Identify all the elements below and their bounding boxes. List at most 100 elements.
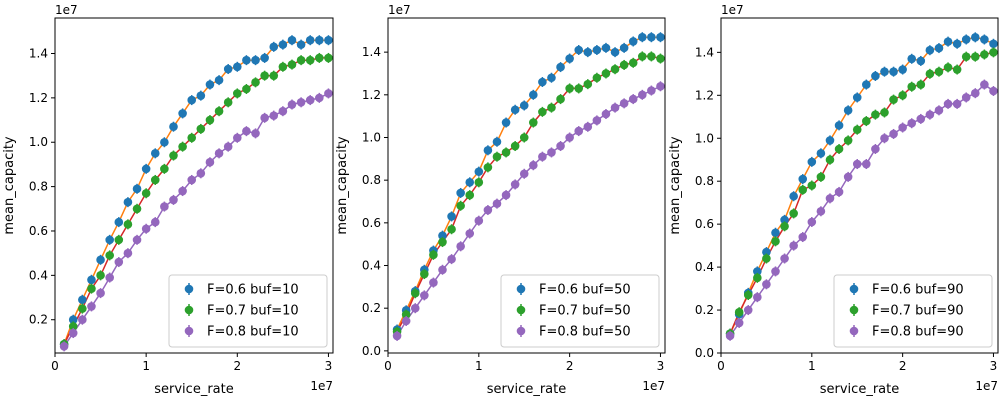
chart-2-series-2-point [492, 152, 502, 161]
chart-2-series-3-point [637, 90, 647, 100]
chart-3-series-2-point [743, 290, 753, 300]
chart-1-y-exponent-label: 1e7 [55, 3, 78, 17]
chart-3-ytick-label: 0.8 [695, 174, 714, 188]
chart-3-series-3-point [961, 93, 971, 102]
chart-2-series-3-point [619, 99, 629, 108]
chart-2-x-exponent-label: 1e7 [642, 379, 665, 393]
chart-1-xtick-label: 1 [142, 359, 150, 373]
chart-3-y-axis-label: mean_capacity [668, 136, 683, 235]
chart-3-legend: F=0.6 buf=90 F=0.7 buf=90 F=0.8 buf=90 [833, 274, 993, 348]
chart-2-series-1-point [456, 188, 465, 198]
chart-3-series-1-point [880, 67, 889, 76]
chart-3-series-2-point [753, 273, 762, 283]
chart-3-series-3-point [762, 279, 771, 289]
chart-3-series-3-point [989, 86, 998, 96]
chart-2-series-2-point [420, 269, 429, 279]
chart-2-ytick-label: 0.4 [362, 259, 381, 273]
chart-3-series-2-point [880, 108, 889, 117]
chart-3-series-3-point [798, 232, 808, 242]
chart-2-series-2-point [538, 107, 547, 117]
chart-1-series-2-point [114, 235, 124, 245]
chart-1-legend: F=0.6 buf=10 F=0.7 buf=10 F=0.8 buf=10 [168, 274, 328, 348]
chart-3-series-3-point [916, 114, 926, 124]
chart-3-x-axis-label: service_rate [820, 382, 899, 397]
chart-1-series-2-point [105, 251, 114, 260]
chart-2-series-3-point [510, 180, 520, 189]
chart-2-series-3-point [529, 160, 538, 170]
chart-2-series-3-point [420, 291, 429, 300]
chart-3-series-3-point [907, 118, 917, 128]
chart-3-series-1-point [807, 157, 817, 167]
chart-2-series-3-point [538, 152, 547, 161]
chart-1-series-2-point [178, 142, 187, 151]
chart-1-series-2-point [214, 106, 224, 116]
chart-3-series-1-point [816, 148, 826, 158]
chart-3-series-1-point [871, 71, 880, 81]
chart-3-series-3-point [725, 331, 735, 341]
chart-3-series-2-point [862, 116, 871, 126]
chart-2-xtick-label: 0 [384, 359, 392, 373]
chart-3-series-3-point [889, 129, 898, 139]
chart-1-series-1-point [305, 35, 315, 45]
chart-2-series-1-point [556, 62, 565, 72]
chart-1-xtick-label: 2 [233, 359, 241, 373]
chart-3-series-2-point [871, 110, 880, 119]
chart-2-series-3-point [465, 229, 475, 238]
chart-1-ytick-label: 1.4 [29, 46, 48, 60]
chart-1-series-3-point [232, 133, 242, 143]
chart-2-series-3-point [501, 190, 511, 200]
chart-3-series-2-point [889, 95, 898, 104]
chart-1-series-1-point [68, 315, 78, 325]
chart-1-series-2-point [278, 62, 288, 72]
chart-3-legend-box [833, 274, 993, 348]
chart-3-series-1-point [789, 191, 798, 201]
chart-3-series-3-point [880, 133, 889, 143]
chart-3-series-2-point [970, 52, 980, 61]
chart-2-series-1-point [447, 212, 456, 221]
chart-2-series-1-point [492, 137, 502, 147]
chart-1-ytick-label: 0.4 [29, 268, 48, 282]
chart-2-axes-frame [387, 17, 666, 354]
chart-2-series-1-point [610, 47, 620, 57]
chart-3-series-1-point [762, 247, 771, 257]
chart-1-legend-label: F=0.6 buf=10 [207, 283, 299, 298]
chart-3-series-2-point [807, 181, 817, 190]
chart-3-series-1-point [970, 33, 980, 42]
chart-3-xtick-label: 1 [808, 359, 816, 373]
chart-2-ytick-label: 0.0 [362, 344, 381, 358]
chart-1-series-3-point [269, 111, 279, 120]
chart-3-series-2-point [762, 254, 771, 263]
chart-3-series-3-point [743, 305, 753, 315]
chart-3-series-3-point [898, 123, 907, 132]
chart-1-x-axis-label: service_rate [154, 382, 233, 397]
chart-2-legend-label: F=0.7 buf=50 [539, 304, 631, 319]
chart-3-series-3-point [843, 172, 853, 182]
chart-1-series-1-point [269, 42, 279, 52]
chart-1-series-3-point [278, 106, 288, 116]
chart-1-series-3-point [78, 315, 87, 325]
chart-3-xtick-label: 0 [717, 359, 725, 373]
chart-3-series-1-point [862, 80, 871, 89]
chart-1-series-2-point [296, 55, 306, 65]
chart-1-series-1-point [114, 217, 124, 227]
chart-1-series-1-point [205, 80, 215, 89]
chart-2-series-3-point [565, 133, 574, 142]
chart-1-series-3-point [114, 257, 124, 267]
chart-1-series-2-point [251, 78, 260, 87]
chart-1-series-2-point [242, 84, 251, 94]
chart-1-legend-marker [184, 326, 194, 336]
chart-2-legend-label: F=0.8 buf=50 [539, 325, 631, 340]
chart-3-series-3-point [789, 241, 798, 250]
chart-1-series-3-point [260, 113, 269, 123]
chart-2-series-3-point [601, 109, 611, 119]
chart-1-series-1-point [242, 55, 251, 65]
chart-3-series-3-point [734, 318, 744, 328]
chart-3-series-1-point [852, 93, 862, 102]
chart-2-series-3-point [438, 265, 447, 275]
chart-3-ytick-label: 1.0 [695, 131, 714, 145]
chart-1-series-1-point [187, 95, 197, 105]
chart-2-series-1-point [601, 43, 611, 53]
chart-2-series-1-point [656, 32, 665, 42]
chart-1-series-1-point [132, 184, 142, 194]
chart-2-legend-marker [516, 305, 526, 315]
